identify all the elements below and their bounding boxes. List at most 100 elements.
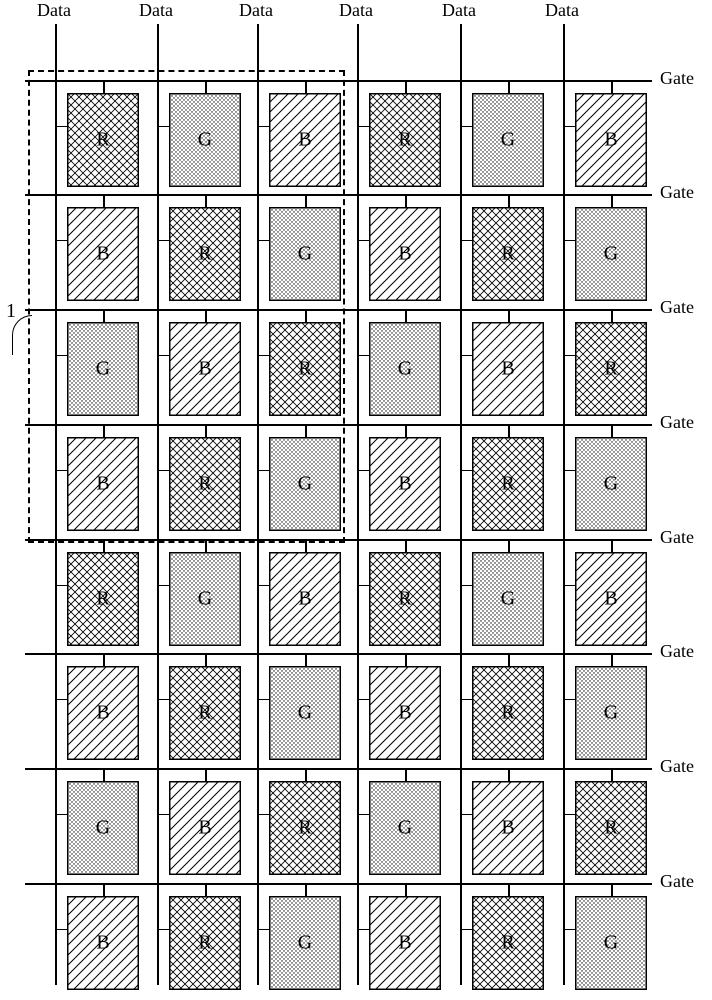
data-stub: [258, 240, 269, 242]
gate-line: [25, 424, 652, 426]
gate-stub: [305, 425, 307, 437]
data-stub: [258, 585, 269, 587]
subpixel-label: R: [298, 817, 311, 840]
subpixel-label: B: [96, 473, 109, 496]
data-stub: [56, 126, 67, 128]
data-line: [460, 24, 462, 985]
subpixel-label: G: [198, 129, 212, 152]
gate-line: [25, 883, 652, 885]
gate-stub: [405, 195, 407, 207]
data-stub: [56, 929, 67, 931]
subpixel-label: B: [398, 932, 411, 955]
data-stub: [358, 699, 369, 701]
data-stub: [461, 126, 472, 128]
data-stub: [158, 585, 169, 587]
subpixel-label: G: [604, 243, 618, 266]
gate-stub: [305, 195, 307, 207]
subpixel-label: B: [398, 243, 411, 266]
gate-stub: [305, 654, 307, 666]
gate-stub: [205, 310, 207, 322]
subpixel-label: B: [501, 817, 514, 840]
subpixel-label: R: [198, 702, 211, 725]
subpixel-label: B: [198, 817, 211, 840]
data-stub: [564, 126, 575, 128]
data-stub: [258, 355, 269, 357]
subpixel-label: R: [198, 473, 211, 496]
data-line: [157, 24, 159, 985]
subpixel-label: R: [501, 243, 514, 266]
gate-stub: [405, 425, 407, 437]
gate-stub: [205, 540, 207, 552]
gate-label: Gate: [660, 297, 694, 318]
gate-stub: [305, 540, 307, 552]
data-stub: [158, 355, 169, 357]
gate-stub: [205, 425, 207, 437]
data-stub: [158, 126, 169, 128]
data-label: Data: [339, 0, 373, 21]
subpixel-label: R: [398, 129, 411, 152]
data-stub: [258, 126, 269, 128]
data-stub: [56, 240, 67, 242]
subpixel-label: R: [198, 932, 211, 955]
subpixel-label: R: [96, 129, 109, 152]
subpixel-label: R: [198, 243, 211, 266]
data-stub: [56, 814, 67, 816]
gate-line: [25, 768, 652, 770]
data-stub: [258, 699, 269, 701]
pixel-array-diagram: 1 DataDataDataDataDataDataGateGateGateGa…: [0, 0, 712, 1000]
subpixel-label: R: [398, 588, 411, 611]
gate-stub: [508, 81, 510, 93]
data-stub: [564, 585, 575, 587]
subpixel-label: R: [501, 473, 514, 496]
gate-stub: [611, 884, 613, 896]
gate-label: Gate: [660, 412, 694, 433]
gate-stub: [405, 654, 407, 666]
subpixel-label: B: [604, 129, 617, 152]
gate-stub: [103, 425, 105, 437]
data-stub: [461, 929, 472, 931]
gate-stub: [205, 654, 207, 666]
subpixel-label: G: [604, 702, 618, 725]
data-stub: [564, 240, 575, 242]
subpixel-label: B: [398, 702, 411, 725]
data-line: [55, 24, 57, 985]
subpixel-label: R: [604, 358, 617, 381]
data-stub: [158, 929, 169, 931]
gate-stub: [103, 769, 105, 781]
gate-stub: [103, 884, 105, 896]
gate-label: Gate: [660, 182, 694, 203]
gate-label: Gate: [660, 68, 694, 89]
gate-label: Gate: [660, 871, 694, 892]
data-stub: [461, 814, 472, 816]
subpixel-label: B: [298, 129, 311, 152]
callout-label: 1: [6, 300, 16, 323]
subpixel-label: B: [604, 588, 617, 611]
data-stub: [461, 470, 472, 472]
gate-stub: [305, 769, 307, 781]
gate-stub: [611, 425, 613, 437]
data-line: [563, 24, 565, 985]
gate-stub: [508, 195, 510, 207]
subpixel-label: B: [398, 473, 411, 496]
subpixel-label: R: [501, 702, 514, 725]
gate-line: [25, 80, 652, 82]
subpixel-label: G: [501, 588, 515, 611]
subpixel-label: G: [298, 932, 312, 955]
subpixel-label: G: [298, 473, 312, 496]
subpixel-label: B: [96, 702, 109, 725]
subpixel-label: G: [298, 702, 312, 725]
data-stub: [158, 240, 169, 242]
gate-line: [25, 309, 652, 311]
data-stub: [461, 585, 472, 587]
data-label: Data: [37, 0, 71, 21]
data-stub: [461, 240, 472, 242]
gate-label: Gate: [660, 756, 694, 777]
gate-line: [25, 194, 652, 196]
gate-stub: [205, 81, 207, 93]
data-label: Data: [139, 0, 173, 21]
data-stub: [358, 585, 369, 587]
subpixel-label: R: [604, 817, 617, 840]
gate-stub: [103, 654, 105, 666]
gate-stub: [611, 769, 613, 781]
data-stub: [564, 355, 575, 357]
